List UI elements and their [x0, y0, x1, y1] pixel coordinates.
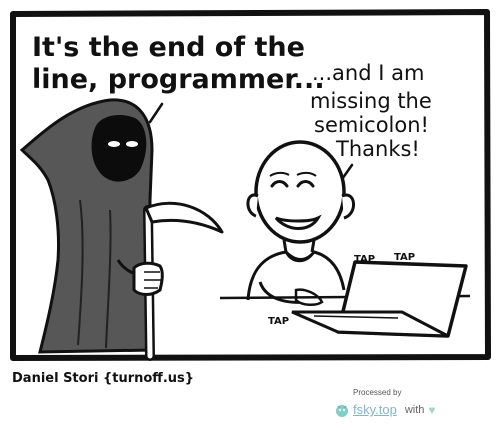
- reaper-speech-line-1: It's the end of the: [32, 32, 305, 63]
- tap-sfx-1: TAP: [354, 254, 375, 265]
- author-credit: Daniel Stori {turnoff.us}: [12, 371, 194, 386]
- laptop: [219, 260, 471, 338]
- brand-logo-icon: [336, 404, 348, 417]
- grim-reaper-figure: [19, 98, 154, 354]
- dev-speech-line-1: ...and I am: [312, 61, 424, 85]
- with-label: with: [404, 403, 425, 416]
- reaper-speech-line-2: line, programmer...: [32, 64, 325, 95]
- dev-speech-line-3: semicolon!: [314, 113, 429, 137]
- processed-by-label: Processed by: [353, 388, 402, 397]
- heart-icon: ♥: [428, 402, 436, 417]
- tap-sfx-2: TAP: [394, 252, 415, 263]
- tap-sfx-3: TAP: [268, 316, 289, 327]
- fsky-link[interactable]: fsky.top: [353, 402, 397, 417]
- reaper-speech-tail: [148, 102, 164, 124]
- processed-by-footer: Processed by fsky.top with ♥: [300, 388, 500, 425]
- dev-speech-line-2: missing the: [310, 89, 432, 113]
- scythe: [132, 201, 224, 361]
- dev-speech-line-4: Thanks!: [335, 137, 420, 161]
- brand-row: fsky.top with ♥: [335, 402, 436, 417]
